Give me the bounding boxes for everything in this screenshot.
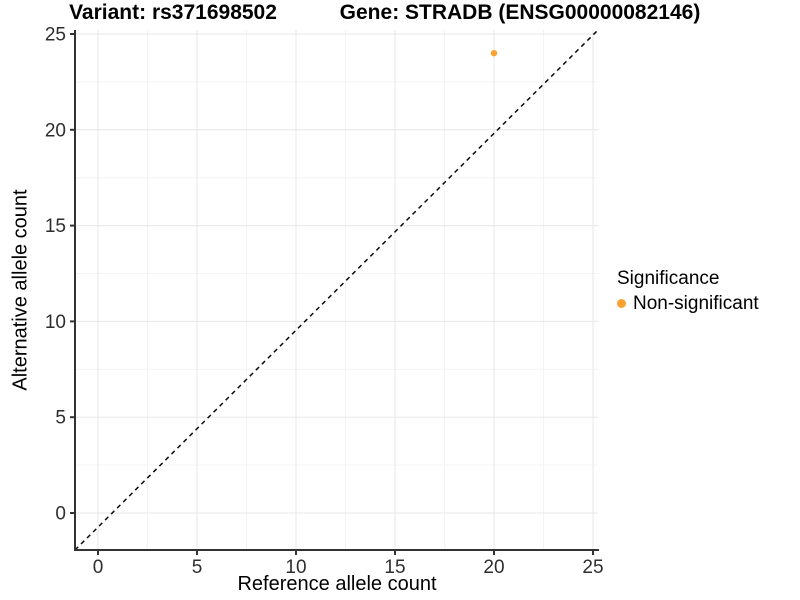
y-tick-label: 5 — [55, 408, 66, 429]
y-tick-label: 15 — [45, 216, 66, 237]
y-tick-label: 10 — [45, 312, 66, 333]
x-tick-label: 10 — [285, 557, 306, 578]
legend-title: Significance — [617, 268, 720, 289]
x-tick-label: 20 — [483, 557, 504, 578]
y-tick-label: 0 — [55, 504, 66, 525]
x-tick-label: 25 — [582, 557, 603, 578]
x-tick-label: 15 — [384, 557, 405, 578]
data-point — [490, 49, 498, 57]
legend-point-icon — [617, 299, 626, 308]
gene-title: Gene: STRADB (ENSG00000082146) — [339, 1, 701, 24]
identity-line — [74, 29, 599, 551]
x-tick-label: 0 — [93, 557, 104, 578]
legend: Significance Non-significant — [617, 268, 759, 314]
legend-item-label: Non-significant — [633, 293, 759, 314]
x-axis-label: Reference allele count — [237, 573, 437, 595]
variant-title: Variant: rs371698502 — [69, 1, 277, 24]
y-tick-label: 20 — [45, 120, 66, 141]
x-tick-label: 5 — [192, 557, 203, 578]
y-tick-label: 25 — [45, 25, 66, 46]
legend-item-non-significant: Non-significant — [617, 293, 759, 314]
